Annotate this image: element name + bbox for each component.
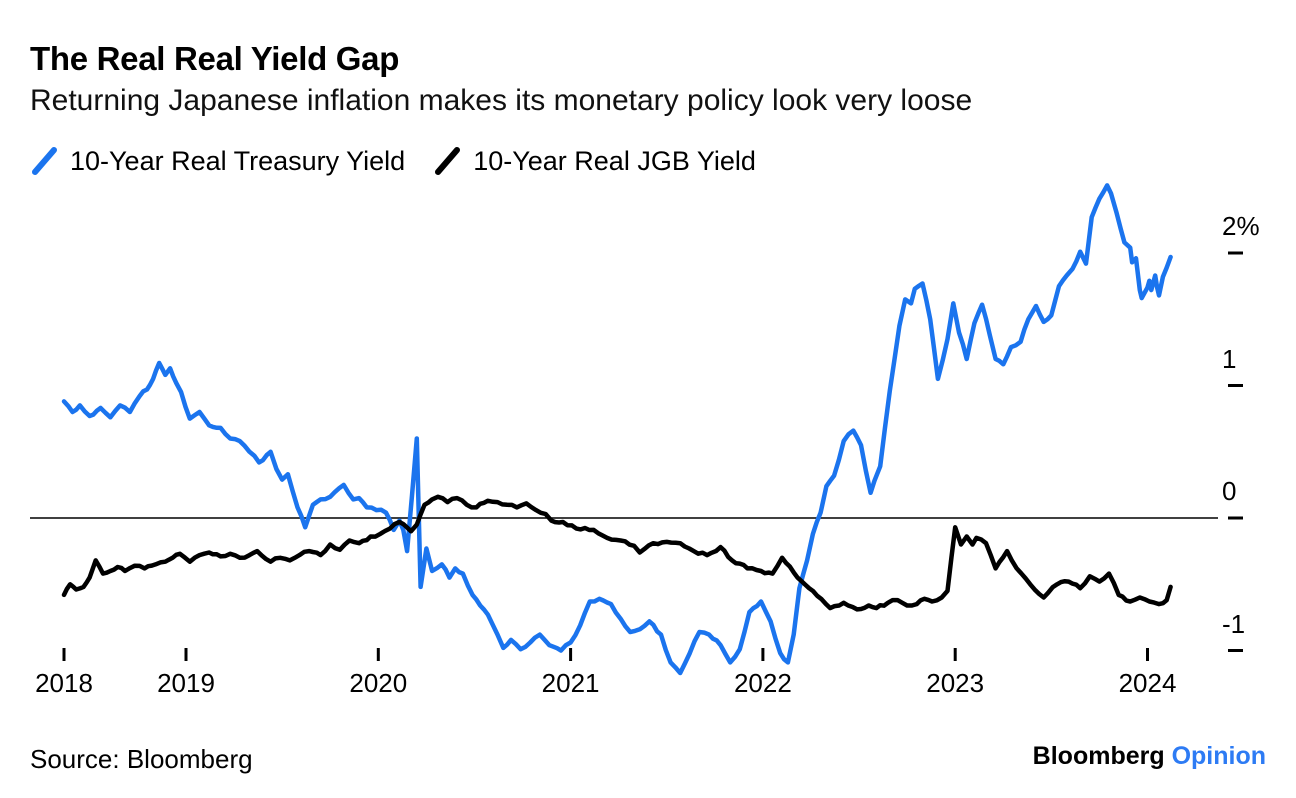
legend: 10-Year Real Treasury Yield 10-Year Real… [30,146,784,177]
page-title: The Real Real Yield Gap [30,40,400,77]
y-tick-label-1: 1 [1222,343,1237,374]
x-tick-label-2021: 2021 [541,668,600,698]
y-tick-label-0: 0 [1222,476,1237,506]
line-slash-icon [32,146,57,175]
x-tick-label-2018: 2018 [35,668,93,698]
x-tick-label-2020: 2020 [349,668,408,698]
treasury-series-line [61,183,1173,676]
jgb-series-line [61,494,1173,612]
y-tick-label--1: -1 [1222,608,1246,639]
line-slash-icon [435,146,461,175]
x-tick-label-2024: 2024 [1118,668,1177,698]
source-note: Source: Bloomberg [30,744,253,774]
x-tick-label-2022: 2022 [733,668,792,698]
page-subtitle: Returning Japanese inflation makes its m… [30,84,973,117]
y-tick-label-2: 2% [1222,211,1260,241]
legend-label-jgb: 10-Year Real JGB Yield [473,146,756,176]
brand-opinion: Opinion [1171,742,1266,770]
x-tick-label-2019: 2019 [157,668,215,698]
brand-bloomberg: Bloomberg [1032,742,1165,770]
legend-item-jgb: 10-Year Real JGB Yield [433,146,756,177]
x-tick-label-2023: 2023 [926,668,985,698]
legend-label-treasury: 10-Year Real Treasury Yield [70,146,406,176]
brand-logo: Bloomberg Opinion [1033,742,1266,771]
legend-item-treasury: 10-Year Real Treasury Yield [30,146,405,177]
